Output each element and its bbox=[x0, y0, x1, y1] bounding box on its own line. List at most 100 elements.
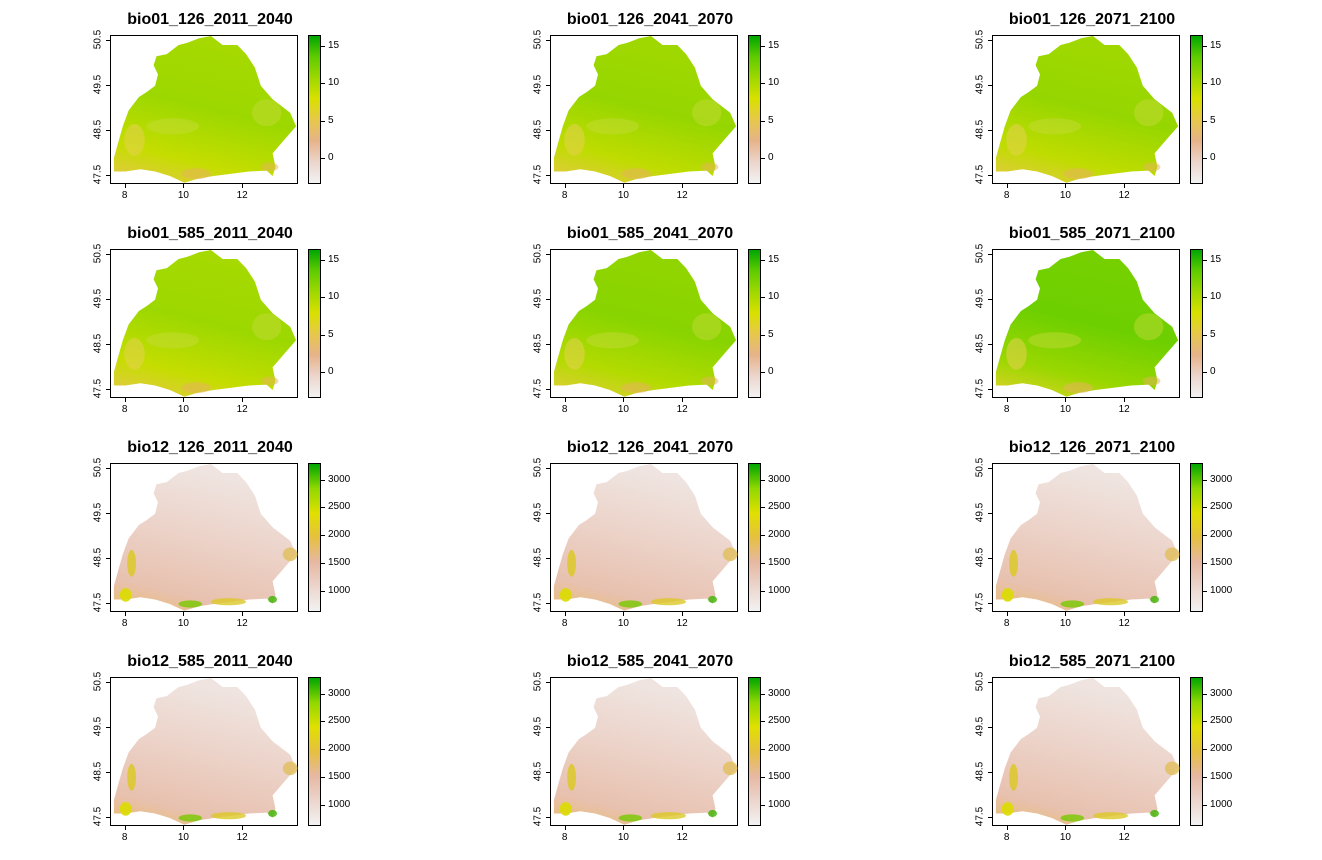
relief-patch bbox=[1150, 595, 1159, 604]
relief-patch bbox=[691, 99, 722, 127]
relief-patch bbox=[1028, 118, 1082, 135]
y-tick-label: 47.5 bbox=[532, 378, 544, 399]
legend-tick-mark bbox=[761, 120, 765, 122]
panel-title: bio12_585_2011_2040 bbox=[127, 653, 293, 670]
y-tick-mark bbox=[988, 602, 992, 604]
legend-tick-label: 15 bbox=[1210, 254, 1222, 266]
relief-patch bbox=[178, 814, 203, 822]
relief-patch bbox=[1006, 124, 1027, 156]
relief-patch bbox=[1150, 809, 1159, 818]
y-tick-mark bbox=[988, 512, 992, 514]
y-tick-mark bbox=[106, 39, 110, 41]
x-tick-label: 8 bbox=[561, 190, 568, 201]
panel-title: bio12_126_2011_2040 bbox=[127, 439, 293, 456]
legend-tick-mark bbox=[1203, 721, 1207, 723]
region-raster bbox=[995, 250, 1179, 397]
relief-patch bbox=[564, 124, 585, 156]
legend-tick-label: 0 bbox=[1210, 365, 1216, 377]
legend-tick-mark bbox=[321, 83, 325, 85]
y-tick-label: 48.5 bbox=[92, 761, 104, 782]
relief-patch bbox=[251, 99, 282, 127]
legend-tick-label: 1000 bbox=[768, 584, 791, 596]
relief-patch bbox=[124, 338, 145, 370]
raster-map bbox=[995, 678, 1180, 825]
legend-tick-label: 5 bbox=[328, 114, 334, 126]
relief-patch bbox=[210, 598, 247, 606]
x-tick-mark bbox=[183, 612, 185, 616]
legend-tick-mark bbox=[761, 721, 765, 723]
legend-colorbar bbox=[748, 677, 761, 826]
y-tick-label: 49.5 bbox=[974, 74, 986, 94]
legend-tick-mark bbox=[321, 120, 325, 122]
region-raster bbox=[113, 250, 297, 397]
y-tick-mark bbox=[106, 343, 110, 345]
relief-patch bbox=[146, 118, 200, 135]
legend-tick-label: 15 bbox=[1210, 40, 1222, 52]
legend-tick-label: 15 bbox=[328, 254, 340, 266]
map-plot-area bbox=[992, 463, 1180, 612]
relief-patch bbox=[586, 332, 640, 349]
map-plot-area bbox=[550, 463, 738, 612]
x-tick-label: 10 bbox=[177, 832, 189, 843]
legend-tick-mark bbox=[1203, 693, 1207, 695]
legend-tick-mark bbox=[321, 507, 325, 509]
y-tick-label: 48.5 bbox=[974, 547, 986, 568]
x-tick-mark bbox=[623, 826, 625, 830]
y-tick-label: 49.5 bbox=[974, 288, 986, 308]
x-tick-mark bbox=[1006, 826, 1008, 830]
relief-patch bbox=[119, 802, 132, 816]
x-tick-mark bbox=[1065, 184, 1067, 188]
legend-tick-mark bbox=[761, 83, 765, 85]
legend-tick-label: 1500 bbox=[768, 771, 791, 783]
relief-patch bbox=[1006, 338, 1027, 370]
legend-tick-label: 2500 bbox=[328, 501, 351, 513]
legend-tick-label: 2500 bbox=[1210, 501, 1233, 513]
relief-patch bbox=[268, 809, 277, 818]
map-panel: bio12_585_2011_2040 8 10 12 47.5 48.5 49.5 50.5… bbox=[93, 652, 440, 860]
map-panel: bio12_126_2041_2070 8 10 12 47.5 48.5 49.5 50.5… bbox=[533, 438, 880, 646]
y-tick-mark bbox=[106, 388, 110, 390]
x-tick-label: 8 bbox=[121, 832, 128, 843]
y-tick-mark bbox=[546, 253, 550, 255]
legend-tick-mark bbox=[761, 157, 765, 159]
relief-patch bbox=[567, 763, 576, 791]
x-tick-mark bbox=[124, 184, 126, 188]
legend-tick-mark bbox=[1203, 804, 1207, 806]
x-tick-label: 12 bbox=[236, 618, 248, 629]
legend-tick-label: 2500 bbox=[1210, 715, 1233, 727]
relief-patch bbox=[621, 168, 651, 180]
y-tick-label: 50.5 bbox=[92, 29, 104, 49]
legend-tick-mark bbox=[761, 507, 765, 509]
y-tick-label: 50.5 bbox=[532, 29, 544, 49]
y-tick-label: 50.5 bbox=[92, 457, 104, 477]
y-tick-label: 49.5 bbox=[532, 74, 544, 94]
x-tick-label: 10 bbox=[617, 404, 629, 415]
y-tick-label: 47.5 bbox=[974, 806, 986, 827]
legend-tick-mark bbox=[1203, 563, 1207, 565]
legend-tick-label: 15 bbox=[768, 254, 780, 266]
x-tick-mark bbox=[242, 826, 244, 830]
legend-tick-mark bbox=[321, 46, 325, 48]
legend-tick-label: 0 bbox=[328, 151, 334, 163]
y-tick-label: 47.5 bbox=[532, 806, 544, 827]
y-tick-label: 48.5 bbox=[974, 333, 986, 354]
y-tick-label: 49.5 bbox=[532, 502, 544, 522]
legend-tick-mark bbox=[761, 479, 765, 481]
legend-tick-label: 3000 bbox=[1210, 473, 1233, 485]
legend-colorbar bbox=[308, 463, 321, 612]
x-tick-mark bbox=[564, 826, 566, 830]
legend-tick-mark bbox=[321, 260, 325, 262]
y-tick-label: 47.5 bbox=[92, 592, 104, 613]
x-tick-mark bbox=[124, 398, 126, 402]
y-tick-label: 47.5 bbox=[92, 806, 104, 827]
legend-colorbar bbox=[308, 35, 321, 184]
y-tick-mark bbox=[988, 681, 992, 683]
raster-map bbox=[113, 464, 298, 611]
legend-tick-mark bbox=[1203, 590, 1207, 592]
region-raster bbox=[113, 464, 297, 611]
x-tick-label: 10 bbox=[1059, 190, 1071, 201]
x-tick-mark bbox=[1065, 612, 1067, 616]
legend-tick-mark bbox=[321, 563, 325, 565]
legend-tick-label: 15 bbox=[328, 40, 340, 52]
x-tick-label: 8 bbox=[1003, 618, 1010, 629]
